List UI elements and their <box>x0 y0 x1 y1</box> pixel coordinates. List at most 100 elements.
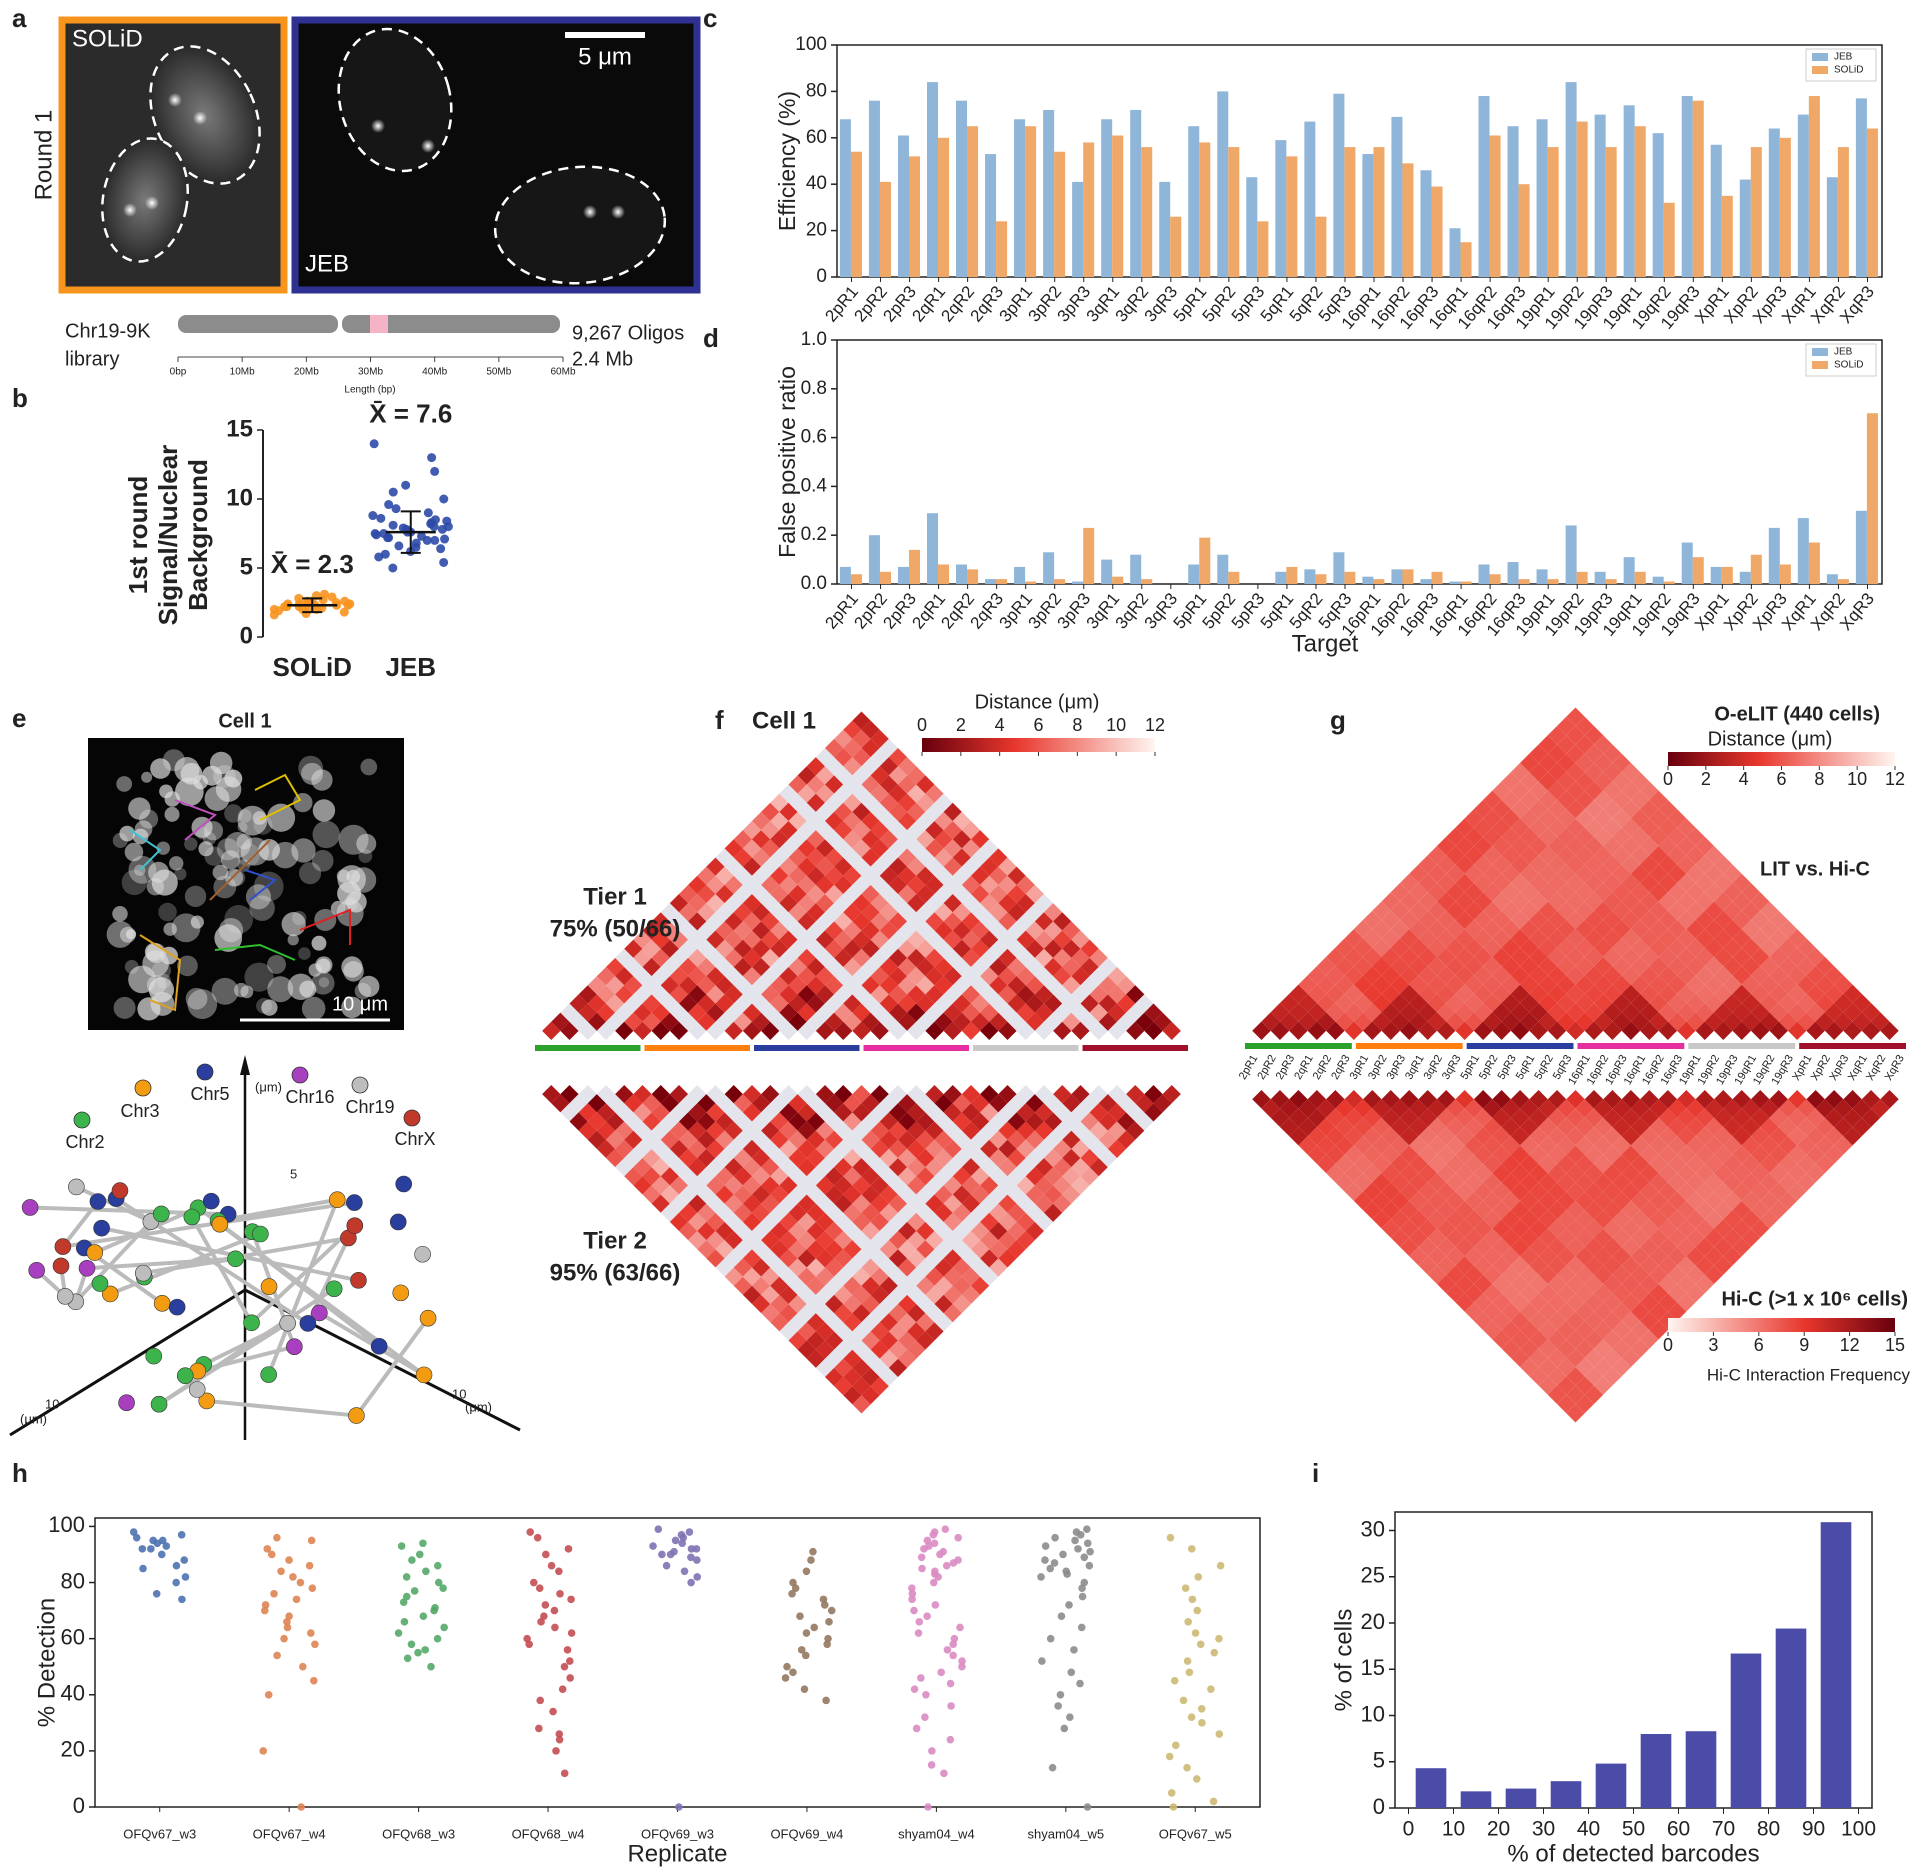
heatmap-cell <box>1815 956 1835 976</box>
point <box>679 1533 688 1542</box>
x-tick-label: shyam04_w4 <box>898 1826 975 1841</box>
heatmap-cell <box>1667 1265 1687 1284</box>
point <box>912 1724 921 1733</box>
blob <box>358 975 380 998</box>
point <box>1076 1679 1084 1688</box>
locus <box>52 1257 70 1275</box>
heatmap-cell <box>1372 901 1391 920</box>
bar <box>1681 542 1693 584</box>
point <box>685 1528 694 1536</box>
heatmap-cell <box>1501 1283 1521 1303</box>
heatmap-cell <box>1418 1021 1437 1040</box>
colorbar <box>1668 1318 1895 1332</box>
bar <box>850 574 862 584</box>
heatmap-cell <box>1501 882 1521 902</box>
point <box>1078 1592 1087 1601</box>
blob <box>312 820 340 849</box>
point <box>1050 1559 1059 1567</box>
heatmap-cell <box>1418 1219 1437 1238</box>
heatmap-cell <box>1501 1247 1521 1266</box>
bar <box>868 100 880 278</box>
heatmap-cell <box>1704 1265 1724 1284</box>
point <box>928 1747 936 1755</box>
legend-label: Chr5 <box>190 1084 229 1104</box>
point <box>550 1606 559 1615</box>
heatmap-cell <box>1584 744 1604 763</box>
spot <box>123 203 137 217</box>
info-label: 9,267 Oligos <box>572 322 684 344</box>
point <box>566 1674 574 1682</box>
bar <box>1692 557 1704 584</box>
point <box>1037 1573 1045 1581</box>
info-label: 2.4 Mb <box>572 348 633 370</box>
bar <box>1391 569 1403 584</box>
blob <box>171 913 201 943</box>
heatmap-cell <box>1584 1200 1604 1220</box>
locus <box>252 1225 269 1243</box>
locus <box>414 1245 431 1263</box>
blob <box>301 996 326 1021</box>
point <box>555 1735 564 1744</box>
y-axis-label: % of cells <box>1330 1609 1357 1712</box>
colorbar-tick-label: 4 <box>1739 769 1749 789</box>
heatmap-cell <box>1667 882 1687 902</box>
y-tick-label: 0.8 <box>801 378 827 399</box>
point <box>536 1696 545 1705</box>
point <box>1193 1606 1202 1615</box>
heatmap-cell <box>1538 1012 1558 1031</box>
heatmap-cell <box>1501 938 1521 957</box>
blob <box>267 955 286 974</box>
x-tick-label: 30 <box>1532 1818 1555 1841</box>
point <box>929 1578 938 1587</box>
bar <box>1808 96 1820 277</box>
heatmap-cell <box>1750 910 1770 930</box>
heatmap-cell <box>1501 772 1521 791</box>
locus <box>111 1182 129 1199</box>
point <box>949 1651 957 1660</box>
heatmap-cell <box>1455 1274 1474 1294</box>
heatmap-cell <box>1538 846 1558 865</box>
heatmap-cell <box>1335 1154 1354 1174</box>
link <box>250 1224 357 1325</box>
heatmap-cell <box>1750 1182 1770 1201</box>
heatmap-cell <box>1538 882 1558 902</box>
heatmap-cell <box>1704 846 1724 865</box>
point <box>551 1623 559 1632</box>
point <box>283 1618 291 1626</box>
point <box>680 1567 689 1576</box>
blob <box>128 855 157 884</box>
heatmap-cell <box>1584 725 1604 745</box>
point <box>407 1640 416 1649</box>
bar <box>926 513 939 584</box>
point <box>910 1685 919 1693</box>
plot-frame <box>836 339 1883 585</box>
x-tick-label: 0 <box>1403 1818 1415 1841</box>
point <box>1215 1634 1223 1643</box>
bar <box>1721 566 1733 584</box>
heatmap-cell <box>1418 873 1437 893</box>
blob <box>216 838 239 861</box>
heatmap-cell <box>1307 1021 1327 1040</box>
blob <box>121 869 147 896</box>
heatmap-cell <box>1787 1182 1807 1201</box>
y-axis-label: Efficiency (%) <box>774 91 800 231</box>
locus <box>168 1298 186 1316</box>
axis-tick: 5 <box>290 1166 297 1181</box>
heatmap-cell <box>1501 919 1521 939</box>
heatmap-cell <box>1501 790 1521 810</box>
point <box>908 1584 916 1592</box>
point <box>1038 1657 1046 1665</box>
point <box>535 1584 544 1592</box>
y-tick-label: 0.2 <box>801 524 827 545</box>
point <box>401 480 411 490</box>
point <box>525 1640 534 1649</box>
legend-label: Chr19 <box>345 1097 394 1117</box>
point <box>1076 1531 1085 1539</box>
heatmap-cell <box>1787 1021 1807 1040</box>
locus <box>86 1244 104 1261</box>
point <box>1185 1668 1194 1677</box>
point <box>1060 1724 1069 1733</box>
bar <box>1826 177 1838 277</box>
blob <box>330 900 346 916</box>
